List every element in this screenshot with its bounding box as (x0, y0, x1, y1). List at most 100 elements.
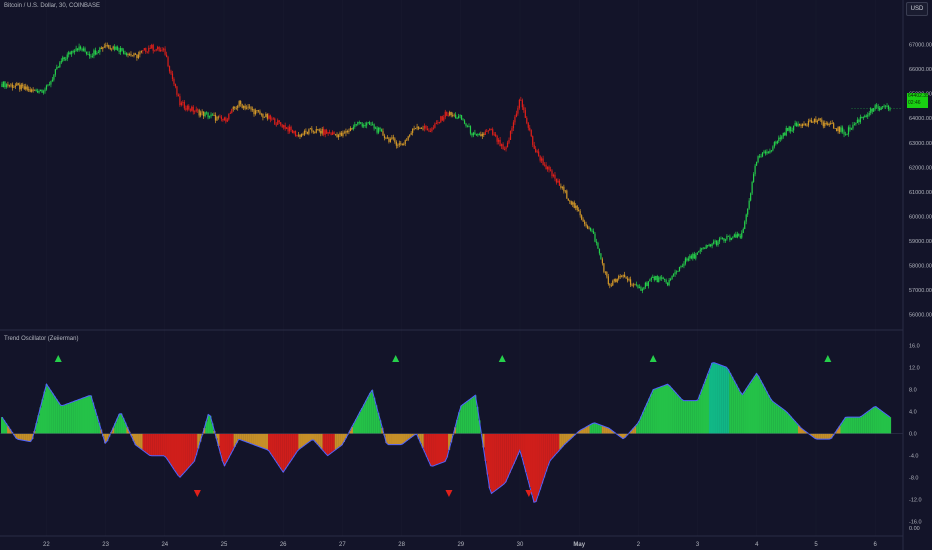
oscillator-bar (702, 384, 706, 434)
oscillator-bar (557, 433, 560, 452)
price-candle-body (16, 83, 18, 86)
symbol-title[interactable]: Bitcoin / U.S. Dollar, 30, COINBASE (4, 3, 101, 9)
oscillator-title[interactable]: Trend Oscillator (Zeiierman) (4, 336, 79, 342)
oscillator-bar (328, 433, 331, 455)
price-candle-body (873, 108, 875, 112)
price-candle-body (312, 131, 314, 133)
oscillator-bar (433, 433, 436, 466)
price-candle-body (263, 116, 265, 118)
price-candle-body (280, 122, 282, 125)
oscillator-bar (781, 408, 784, 434)
price-candle-body (228, 113, 230, 120)
oscillator-bar (864, 413, 867, 434)
price-candle-body (758, 156, 761, 157)
oscillator-bar (144, 433, 147, 453)
oscillator-bar (122, 418, 125, 434)
oscillator-bar (555, 433, 558, 454)
oscillator-bar (417, 433, 420, 439)
price-candle-body (254, 110, 257, 115)
price-candle-body (186, 105, 188, 110)
oscillator-bar (367, 396, 370, 434)
price-candle-body (238, 101, 240, 106)
oscillator-bar (789, 416, 792, 434)
price-candle-body (32, 89, 34, 91)
oscillator-bar (721, 365, 724, 434)
oscillator-bar (152, 433, 155, 456)
price-candle-body (478, 134, 480, 135)
price-candle-body (337, 134, 340, 138)
oscillator-bar (866, 411, 869, 434)
price-candle-body (755, 161, 758, 166)
time-axis[interactable]: 22 23 24 25 26 27 28 29 30 May 2 3 4 5 6 (43, 542, 877, 548)
price-candle-body (183, 102, 185, 109)
price-candle-body (770, 150, 773, 152)
price-candle-body (1, 83, 3, 88)
price-candle-body (425, 125, 427, 129)
price-candle-body (813, 118, 815, 122)
price-candle-body (244, 105, 246, 109)
price-candle-body (750, 193, 752, 201)
price-candle-body (581, 215, 583, 220)
price-tick-label: 59000.00 (909, 239, 932, 245)
price-candle-body (683, 263, 685, 266)
oscillator-bar (526, 433, 530, 480)
oscillator-bar (352, 423, 356, 434)
price-candle-body (815, 118, 817, 123)
bar-countdown: 02:46 (908, 100, 921, 106)
oscillator-bar (146, 433, 149, 454)
price-candle-body (309, 128, 311, 130)
oscillator-bar (528, 433, 532, 488)
oscillator-bar (504, 433, 507, 483)
oscillator-bar (731, 376, 734, 434)
oscillator-bar (597, 424, 600, 434)
oscillator-bar (124, 422, 127, 434)
price-candle-body (889, 109, 891, 111)
oscillator-bar (804, 430, 807, 434)
oscillator-bar (375, 405, 378, 434)
price-candle-body (662, 277, 664, 280)
oscillator-bar (654, 388, 657, 434)
price-pane[interactable] (1, 42, 903, 294)
price-candle-body (409, 134, 411, 137)
oscillator-pane[interactable] (0, 355, 903, 503)
price-candle-body (735, 234, 737, 238)
oscillator-bar (37, 415, 40, 434)
oscillator-bar (294, 433, 297, 455)
price-candle-body (117, 46, 119, 51)
price-candle-body (486, 130, 488, 132)
price-candle-body (474, 132, 476, 135)
price-candle-body (797, 123, 799, 127)
oscillator-bar (686, 400, 689, 434)
price-candle-body (373, 124, 375, 129)
price-candle-body (736, 233, 738, 238)
oscillator-bar (484, 433, 487, 462)
oscillator-bar (822, 433, 825, 440)
currency-button[interactable]: USD (906, 2, 928, 16)
price-candle-body (469, 126, 472, 134)
price-candle-body (410, 132, 412, 135)
oscillator-bar (488, 433, 491, 489)
price-tick-label: 62000.00 (909, 165, 932, 171)
oscillator-bar (381, 427, 384, 434)
price-candle-body (192, 106, 194, 112)
price-candle-body (205, 112, 208, 114)
price-candle-body (376, 127, 378, 133)
oscillator-bar (108, 433, 111, 437)
price-candle-body (257, 110, 260, 112)
price-candle-body (160, 50, 162, 52)
price-candle-body (225, 117, 227, 122)
price-candle-body (119, 48, 122, 52)
oscillator-bar (419, 433, 422, 444)
price-candle-body (214, 115, 217, 121)
price-candle-body (367, 122, 369, 124)
oscillator-bar (298, 433, 301, 450)
price-candle-body (810, 120, 813, 123)
price-candle-body (704, 247, 706, 249)
price-candle-body (618, 276, 620, 279)
price-candle-body (179, 96, 181, 106)
oscillator-bar (753, 376, 756, 434)
price-candle-body (207, 112, 209, 118)
price-candle-body (836, 128, 838, 132)
oscillator-bar (559, 433, 562, 450)
